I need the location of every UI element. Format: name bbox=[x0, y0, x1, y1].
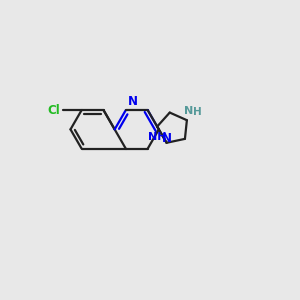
Text: H: H bbox=[194, 107, 202, 117]
Text: Cl: Cl bbox=[48, 104, 60, 117]
Text: NH: NH bbox=[148, 132, 167, 142]
Text: N: N bbox=[162, 132, 172, 145]
Text: N: N bbox=[128, 95, 138, 108]
Text: N: N bbox=[184, 106, 193, 116]
